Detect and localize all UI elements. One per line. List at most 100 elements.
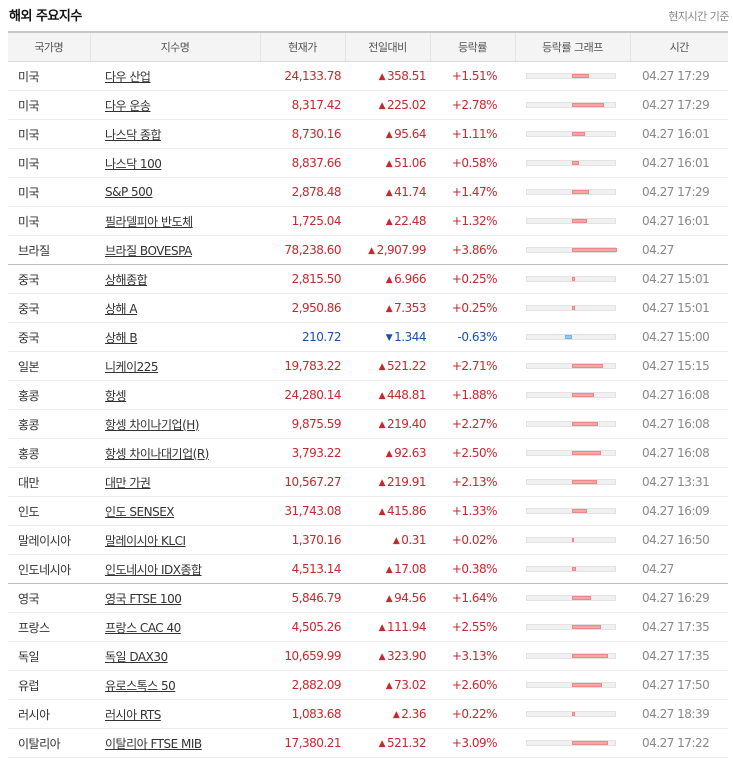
price-value: 24,133.78 xyxy=(284,69,341,83)
country-cell: 러시아 xyxy=(8,699,90,729)
country-name: 일본 xyxy=(18,359,40,374)
change-cell: ▲ 415.86 xyxy=(345,496,430,526)
rate-bar-track xyxy=(526,740,616,746)
triangle-up-icon: ▲ xyxy=(385,188,393,198)
index-link[interactable]: 상해종합 xyxy=(105,272,148,287)
price-cell: 4,505.26 xyxy=(260,612,345,642)
time-value: 04.27 16:50 xyxy=(642,533,710,547)
index-link[interactable]: 프랑스 CAC 40 xyxy=(105,620,181,635)
index-name-cell: 상해 B xyxy=(90,322,260,352)
time-value: 04.27 xyxy=(642,243,674,257)
index-link[interactable]: 상해 B xyxy=(105,330,138,345)
change-cell: ▲ 323.90 xyxy=(345,641,430,671)
country-cell: 미국 xyxy=(8,90,90,120)
rate-value: +1.32% xyxy=(451,214,498,228)
index-link[interactable]: S&P 500 xyxy=(105,185,153,199)
index-link[interactable]: 독일 DAX30 xyxy=(105,649,168,664)
price-cell: 19,783.22 xyxy=(260,351,345,381)
index-link[interactable]: 말레이시아 KLCI xyxy=(105,533,186,548)
change-value: 111.94 xyxy=(387,620,427,634)
rate-bar xyxy=(572,74,589,78)
rate-bar xyxy=(572,509,587,513)
triangle-down-icon: ▼ xyxy=(385,333,393,343)
country-cell: 미국 xyxy=(8,148,90,178)
price-value: 1,083.68 xyxy=(291,707,342,721)
change-cell: ▲ 7.353 xyxy=(345,293,430,323)
time-cell: 04.27 17:22 xyxy=(630,728,728,758)
change-cell: ▲ 219.91 xyxy=(345,467,430,497)
rate-cell: +0.22% xyxy=(430,699,515,729)
rate-graph-cell xyxy=(515,728,630,758)
rate-bar xyxy=(572,480,597,484)
index-link[interactable]: 인도네시아 IDX종합 xyxy=(105,562,202,577)
country-name: 말레이시아 xyxy=(18,533,71,548)
index-link[interactable]: 유로스톡스 50 xyxy=(105,678,176,693)
change-value: 448.81 xyxy=(387,388,427,402)
index-name-cell: 나스닥 100 xyxy=(90,148,260,178)
time-value: 04.27 13:31 xyxy=(642,475,710,489)
index-link[interactable]: 영국 FTSE 100 xyxy=(105,591,182,606)
rate-bar-track xyxy=(526,479,616,485)
index-link[interactable]: 나스닥 종합 xyxy=(105,127,162,142)
rate-bar xyxy=(572,683,602,687)
index-link[interactable]: 인도 SENSEX xyxy=(105,504,175,519)
index-link[interactable]: 러시아 RTS xyxy=(105,707,161,722)
price-cell: 5,846.79 xyxy=(260,583,345,613)
country-cell: 중국 xyxy=(8,322,90,352)
price-value: 8,317.42 xyxy=(291,98,342,112)
rate-value: +0.38% xyxy=(451,562,498,576)
index-link[interactable]: 필라델피아 반도체 xyxy=(105,214,193,229)
time-cell: 04.27 17:35 xyxy=(630,641,728,671)
rate-graph-cell xyxy=(515,264,630,294)
price-value: 10,567.27 xyxy=(284,475,341,489)
index-link[interactable]: 브라질 BOVESPA xyxy=(105,243,192,258)
time-cell: 04.27 17:29 xyxy=(630,90,728,120)
index-link[interactable]: 항셍 xyxy=(105,388,127,403)
change-value: 1.344 xyxy=(394,330,426,344)
price-cell: 78,238.60 xyxy=(260,235,345,265)
time-value: 04.27 17:29 xyxy=(642,69,710,83)
country-cell: 독일 xyxy=(8,641,90,671)
table-row: 인도 인도 SENSEX 31,743.08 ▲ 415.86 +1.33% 04.27 1… xyxy=(8,496,728,526)
rate-bar xyxy=(572,596,591,600)
change-cell: ▲ 225.02 xyxy=(345,90,430,120)
rate-bar xyxy=(572,161,579,165)
country-name: 인도 xyxy=(18,504,40,519)
rate-bar xyxy=(572,451,601,455)
index-link[interactable]: 다우 운송 xyxy=(105,98,151,113)
price-cell: 210.72 xyxy=(260,322,345,352)
table-row: 미국 나스닥 종합 8,730.16 ▲ 95.64 +1.11% 04.27 16:01 xyxy=(8,119,728,149)
rate-cell: +0.25% xyxy=(430,293,515,323)
time-cell: 04.27 16:01 xyxy=(630,148,728,178)
rate-graph-cell xyxy=(515,177,630,207)
rate-cell: +2.71% xyxy=(430,351,515,381)
index-link[interactable]: 대만 가권 xyxy=(105,475,151,490)
price-cell: 8,317.42 xyxy=(260,90,345,120)
country-cell: 인도 xyxy=(8,496,90,526)
index-link[interactable]: 이탈리아 FTSE MIB xyxy=(105,736,202,751)
col-header-change: 전일대비 xyxy=(344,31,430,62)
rate-cell: +0.25% xyxy=(430,264,515,294)
table-row: 중국 상해종합 2,815.50 ▲ 6.966 +0.25% 04.27 15:01 xyxy=(8,264,728,294)
rate-cell: +3.86% xyxy=(430,235,515,265)
rate-cell: -0.63% xyxy=(430,322,515,352)
rate-bar xyxy=(572,306,575,310)
index-link[interactable]: 상해 A xyxy=(105,301,138,316)
country-name: 브라질 xyxy=(18,243,50,258)
rate-cell: +1.11% xyxy=(430,119,515,149)
country-name: 중국 xyxy=(18,301,40,316)
index-name-cell: 필라델피아 반도체 xyxy=(90,206,260,236)
triangle-up-icon: ▲ xyxy=(385,304,393,314)
rate-bar-track xyxy=(526,595,616,601)
index-link[interactable]: 항셍 차이나대기업(R) xyxy=(105,446,209,461)
time-cell: 04.27 16:08 xyxy=(630,438,728,468)
change-cell: ▲ 73.02 xyxy=(345,670,430,700)
price-cell: 24,133.78 xyxy=(260,61,345,91)
rate-bar-track xyxy=(526,73,616,79)
index-link[interactable]: 항셍 차이나기업(H) xyxy=(105,417,199,432)
price-value: 17,380.21 xyxy=(284,736,341,750)
index-link[interactable]: 나스닥 100 xyxy=(105,156,162,171)
index-name-cell: 나스닥 종합 xyxy=(90,119,260,149)
index-link[interactable]: 다우 산업 xyxy=(105,69,151,84)
index-link[interactable]: 니케이225 xyxy=(105,359,159,374)
